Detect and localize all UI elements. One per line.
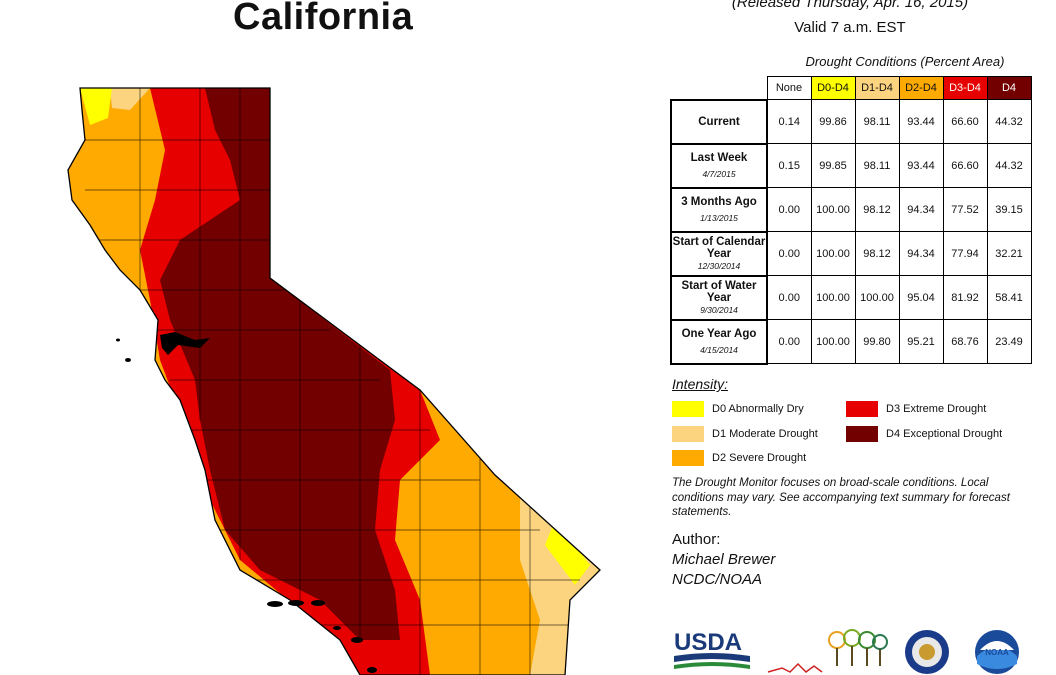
- table-cell: 99.86: [810, 99, 856, 144]
- legend-label: D2 Severe Drought: [712, 452, 807, 464]
- table-row: Start of Calendar Year 12/30/2014 0.00 10…: [670, 230, 1032, 276]
- col-d1-d4: D1-D4: [854, 76, 900, 100]
- legend-swatch: [672, 401, 704, 417]
- table-cell: 93.44: [898, 143, 944, 188]
- table-cell: 0.14: [766, 99, 812, 144]
- table-cell: 77.52: [942, 187, 988, 232]
- release-date: (Released Thursday, Apr. 16, 2015): [731, 0, 969, 11]
- table-cell: 77.94: [942, 231, 988, 276]
- col-d2-d4: D2-D4: [898, 76, 944, 100]
- table-cell: 94.34: [898, 231, 944, 276]
- table-row: Start of Water Year 9/30/2014 0.00 100.00…: [670, 274, 1032, 320]
- table-cell: 100.00: [810, 187, 856, 232]
- table-cell: 100.00: [854, 275, 900, 320]
- table-row: One Year Ago 4/15/2014 0.00 100.00 99.80 …: [670, 318, 1032, 365]
- legend-swatch: [672, 450, 704, 466]
- d4-region: [160, 88, 400, 640]
- table-cell: 66.60: [942, 99, 988, 144]
- table-row: 3 Months Ago 1/13/2015 0.00 100.00 98.12 …: [670, 186, 1032, 232]
- table-cell: 100.00: [810, 319, 856, 364]
- table-cell: 0.00: [766, 275, 812, 320]
- row-label: One Year Ago 4/15/2014: [670, 318, 768, 365]
- disclaimer-note: The Drought Monitor focuses on broad-sca…: [672, 477, 1010, 518]
- table-cell: 68.76: [942, 319, 988, 364]
- table-cell: 100.00: [810, 231, 856, 276]
- partner-logos: USDA NOAA: [674, 629, 1019, 674]
- table-cell: 0.00: [766, 231, 812, 276]
- legend-item-d1: D1 Moderate Drought: [672, 426, 818, 442]
- table-cell: 98.11: [854, 99, 900, 144]
- legend-item-d0: D0 Abnormally Dry: [672, 401, 804, 417]
- table-cell: 44.32: [986, 143, 1032, 188]
- d1-region: [520, 490, 600, 675]
- channel-islands: [116, 338, 377, 673]
- row-label: Current: [670, 98, 768, 144]
- legend-item-d2: D2 Severe Drought: [672, 450, 806, 466]
- ndmc-tree-logo: [767, 629, 888, 673]
- noaa-logo: NOAA: [975, 630, 1019, 674]
- table-cell: 94.34: [898, 187, 944, 232]
- table-cell: 0.00: [766, 319, 812, 364]
- table-row: Current 0.14 99.86 98.11 93.44 66.60 44.…: [670, 98, 1032, 144]
- table-cell: 66.60: [942, 143, 988, 188]
- svg-text:NOAA: NOAA: [985, 648, 1009, 657]
- table-cell: 44.32: [986, 99, 1032, 144]
- sf-bay: [160, 332, 210, 355]
- table-cell: 58.41: [986, 275, 1032, 320]
- legend-swatch: [846, 401, 878, 417]
- commerce-seal-icon: [905, 630, 949, 674]
- author-heading: Author:: [672, 531, 721, 548]
- col-d4: D4: [986, 76, 1032, 100]
- row-label: Start of Calendar Year 12/30/2014: [670, 230, 768, 276]
- row-label: Last Week 4/7/2015: [670, 142, 768, 188]
- valid-time: Valid 7 a.m. EST: [794, 19, 906, 36]
- table-cell: 93.44: [898, 99, 944, 144]
- legend-label: D1 Moderate Drought: [712, 428, 818, 440]
- author-block: Michael Brewer NCDC/NOAA: [672, 550, 775, 590]
- legend-item-d4: D4 Exceptional Drought: [846, 426, 1002, 442]
- drought-conditions-table: None D0-D4 D1-D4 D2-D4 D3-D4 D4 Current …: [670, 76, 1032, 365]
- legend-swatch: [846, 426, 878, 442]
- table-cell: 99.85: [810, 143, 856, 188]
- legend-label: D4 Exceptional Drought: [886, 428, 1003, 440]
- california-drought-map: [67, 87, 601, 675]
- table-cell: 23.49: [986, 319, 1032, 364]
- table-cell: 98.12: [854, 187, 900, 232]
- table-cell: 81.92: [942, 275, 988, 320]
- table-cell: 39.15: [986, 187, 1032, 232]
- table-header-row: None D0-D4 D1-D4 D2-D4 D3-D4 D4: [671, 76, 1032, 100]
- header-blank: [671, 77, 767, 100]
- table-cell: 32.21: [986, 231, 1032, 276]
- d0-north: [80, 88, 112, 125]
- legend-item-d3: D3 Extreme Drought: [846, 401, 986, 417]
- legend-label: D0 Abnormally Dry: [712, 403, 804, 415]
- table-cell: 0.00: [766, 187, 812, 232]
- table-caption: Drought Conditions (Percent Area): [805, 54, 1005, 69]
- table-cell: 100.00: [810, 275, 856, 320]
- intensity-legend-title: Intensity:: [672, 376, 729, 392]
- legend-label: D3 Extreme Drought: [886, 403, 987, 415]
- table-cell: 0.15: [766, 143, 812, 188]
- table-cell: 98.12: [854, 231, 900, 276]
- table-cell: 95.21: [898, 319, 944, 364]
- col-none: None: [766, 76, 812, 100]
- row-label: Start of Water Year 9/30/2014: [670, 274, 768, 320]
- table-row: Last Week 4/7/2015 0.15 99.85 98.11 93.44…: [670, 142, 1032, 188]
- row-label: 3 Months Ago 1/13/2015: [670, 186, 768, 232]
- table-cell: 98.11: [854, 143, 900, 188]
- state-title: California: [233, 0, 414, 38]
- table-cell: 95.04: [898, 275, 944, 320]
- col-d3-d4: D3-D4: [942, 76, 988, 100]
- col-d0-d4: D0-D4: [810, 76, 856, 100]
- d0-east: [545, 520, 590, 585]
- legend-swatch: [672, 426, 704, 442]
- table-cell: 99.80: [854, 319, 900, 364]
- author-name: Michael Brewer: [672, 551, 776, 568]
- author-org: NCDC/NOAA: [672, 571, 763, 588]
- svg-text:USDA: USDA: [674, 629, 742, 656]
- usda-logo: USDA: [674, 629, 750, 669]
